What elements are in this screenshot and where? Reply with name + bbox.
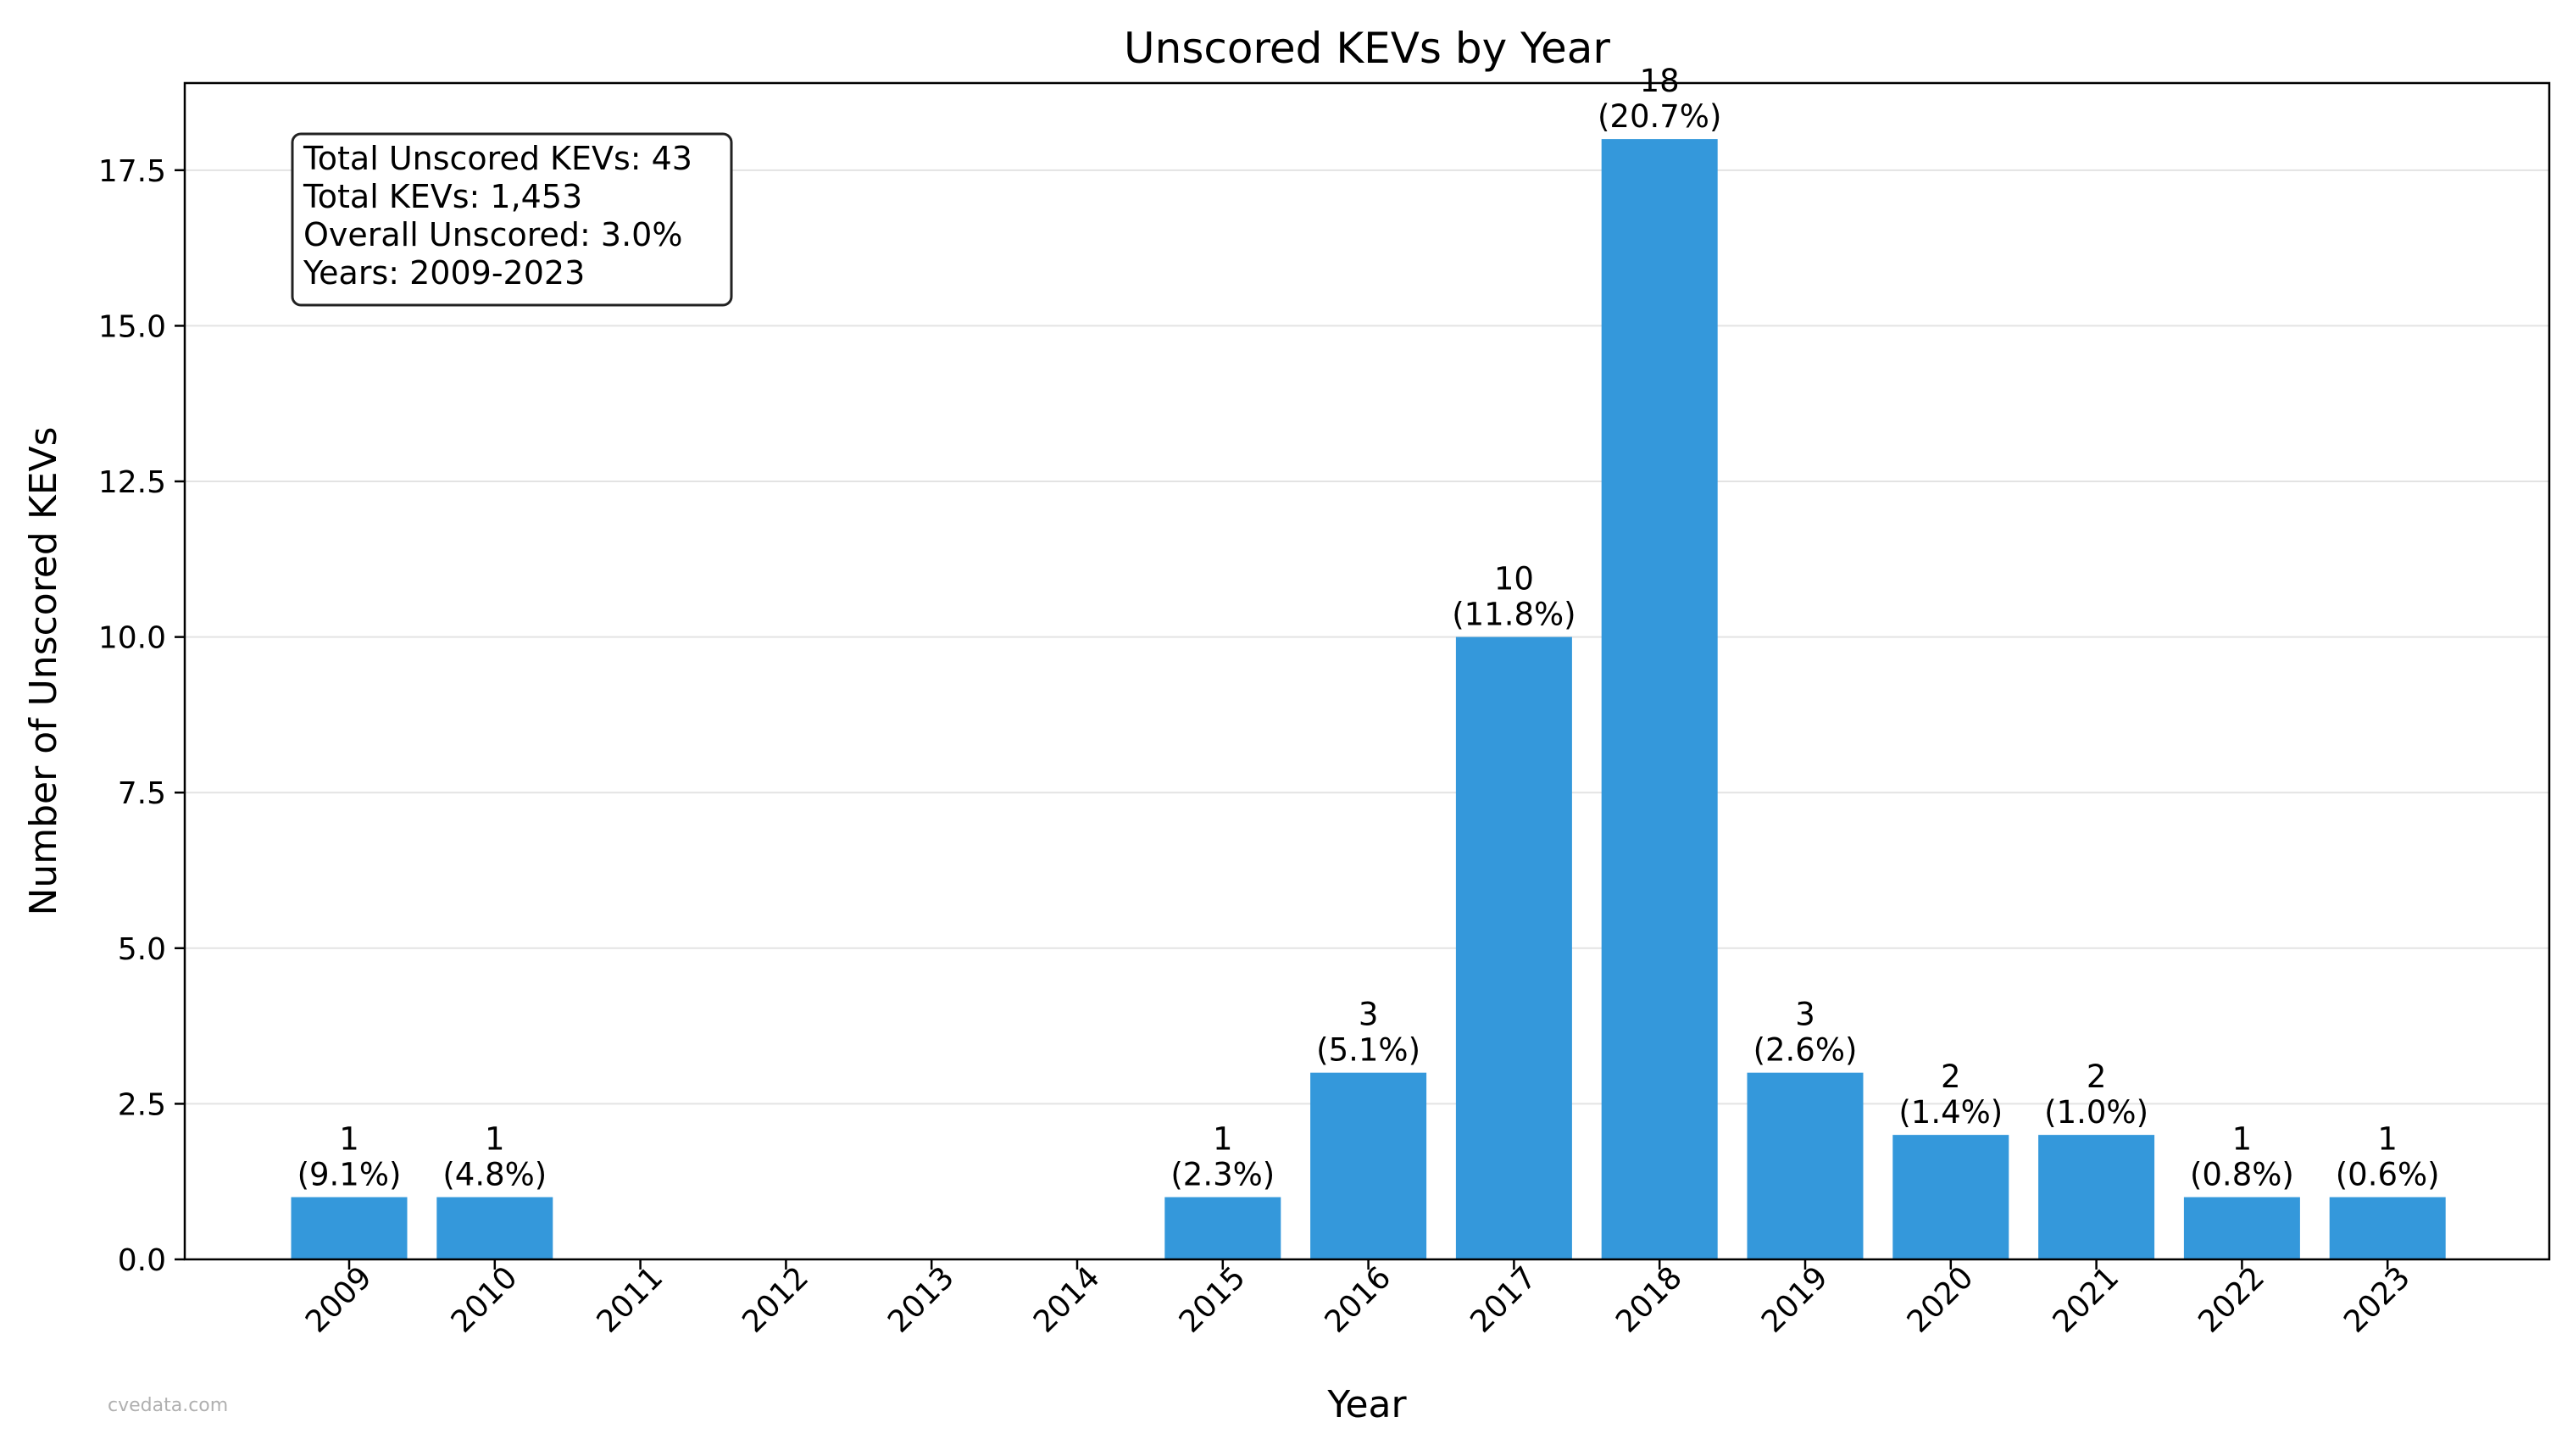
y-tick-label: 10.0	[98, 621, 166, 656]
grid-lines	[185, 169, 2549, 1105]
stats-total-kevs: Total KEVs: 1,453	[303, 178, 582, 215]
bar-2023	[2329, 1197, 2446, 1259]
x-axis-label: Year	[1326, 1383, 1407, 1426]
stats-box-frame	[291, 132, 733, 307]
chart-title: Unscored KEVs by Year	[1124, 24, 1610, 73]
y-tick-label: 17.5	[98, 154, 166, 189]
bar-count-label: 1	[339, 1121, 359, 1158]
bar-count-label: 1	[2377, 1121, 2398, 1158]
bar-percent-label: (0.8%)	[2190, 1157, 2294, 1193]
bar-2017	[1455, 636, 1572, 1259]
bar-percent-label: (5.1%)	[1316, 1032, 1420, 1069]
bar-count-label: 1	[2232, 1121, 2253, 1158]
stats-years: Years: 2009-2023	[303, 254, 585, 292]
bar-2010	[436, 1197, 553, 1259]
bar-2021	[2038, 1135, 2155, 1259]
bar-count-label: 3	[1795, 997, 1815, 1033]
y-tick-label: 7.5	[118, 776, 166, 811]
y-tick-label: 5.0	[118, 932, 166, 967]
bar-2020	[1892, 1135, 2009, 1259]
stats-box: Total Unscored KEVs: 43 Total KEVs: 1,45…	[291, 132, 733, 307]
bar-count-label: 1	[1213, 1121, 1233, 1158]
bar-2018	[1601, 139, 1718, 1260]
bar-count-label: 10	[1494, 561, 1534, 597]
bar-count-label: 18	[1640, 63, 1680, 99]
bar-2022	[2183, 1197, 2300, 1259]
y-axis-label: Number of Unscored KEVs	[22, 426, 65, 915]
plot-frame	[183, 81, 2551, 1261]
bar-count-label: 1	[485, 1121, 505, 1158]
bar-percent-label: (9.1%)	[297, 1157, 402, 1193]
bar-percent-label: (4.8%)	[442, 1157, 547, 1193]
bar-count-label: 2	[1941, 1059, 1961, 1095]
bar-2019	[1747, 1072, 1864, 1259]
stats-total-unscored: Total Unscored KEVs: 43	[303, 140, 692, 177]
bar-percent-label: (2.6%)	[1753, 1032, 1858, 1069]
bar-percent-label: (20.7%)	[1598, 98, 1721, 135]
y-tick-label: 15.0	[98, 309, 166, 344]
y-tick-label: 0.0	[118, 1243, 166, 1278]
stats-overall-unscored: Overall Unscored: 3.0%	[303, 216, 682, 253]
bars	[291, 139, 2446, 1260]
bar-labels: 1(9.1%)1(4.8%)1(2.3%)3(5.1%)10(11.8%)18(…	[297, 63, 2440, 1192]
y-tick-label: 2.5	[118, 1087, 166, 1122]
bar-2009	[291, 1197, 408, 1259]
bar-percent-label: (11.8%)	[1452, 597, 1575, 633]
bar-percent-label: (2.3%)	[1170, 1157, 1275, 1193]
watermark: cvedata.com	[108, 1395, 228, 1416]
bar-count-label: 2	[2087, 1059, 2107, 1095]
bar-2016	[1310, 1072, 1427, 1259]
bar-percent-label: (1.0%)	[2044, 1094, 2148, 1131]
y-tick-label: 12.5	[98, 465, 166, 500]
bar-count-label: 3	[1359, 997, 1379, 1033]
bar-percent-label: (0.6%)	[2336, 1157, 2440, 1193]
bar-percent-label: (1.4%)	[1898, 1094, 2003, 1131]
bar-2015	[1164, 1197, 1281, 1259]
